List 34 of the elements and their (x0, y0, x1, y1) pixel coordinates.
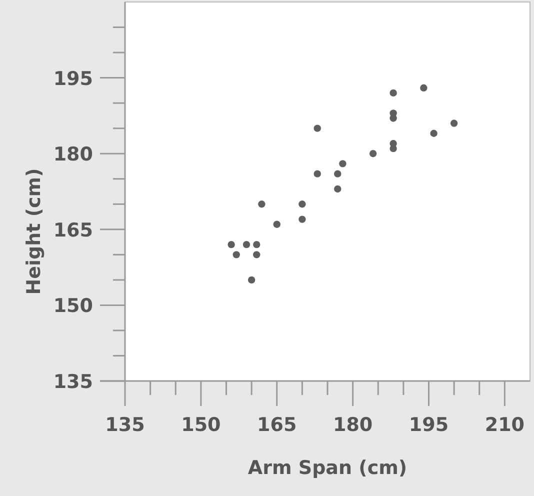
point (334, 185, 342, 193)
x-tick-label: 210 (484, 414, 525, 436)
point (430, 130, 438, 137)
point (248, 276, 256, 284)
y-tick-label: 195 (53, 68, 93, 90)
y-tick-label: 150 (53, 295, 93, 318)
point (339, 160, 346, 168)
point (420, 84, 428, 92)
y-axis-title: Height (cm) (23, 168, 45, 295)
y-tick-label: 180 (53, 144, 93, 166)
point (298, 216, 306, 223)
point (258, 200, 266, 208)
point (253, 240, 260, 248)
x-tick-label: 135 (105, 414, 145, 436)
point (253, 251, 260, 258)
y-tick-label: 135 (53, 371, 93, 393)
point (314, 170, 321, 178)
x-tick-label: 150 (181, 414, 221, 436)
point (450, 120, 458, 127)
point (228, 240, 235, 248)
point (273, 220, 280, 228)
point (298, 200, 306, 208)
point (232, 251, 240, 258)
point (334, 170, 342, 178)
x-axis-title: Arm Span (cm) (248, 457, 408, 479)
point (369, 150, 377, 158)
x-tick-label: 165 (257, 414, 297, 436)
point (390, 89, 397, 97)
point (242, 240, 250, 248)
point (390, 114, 397, 122)
x-tick-label: 180 (332, 414, 373, 436)
point (314, 124, 321, 132)
y-tick-label: 165 (53, 219, 93, 242)
x-tick-label: 195 (408, 414, 449, 436)
